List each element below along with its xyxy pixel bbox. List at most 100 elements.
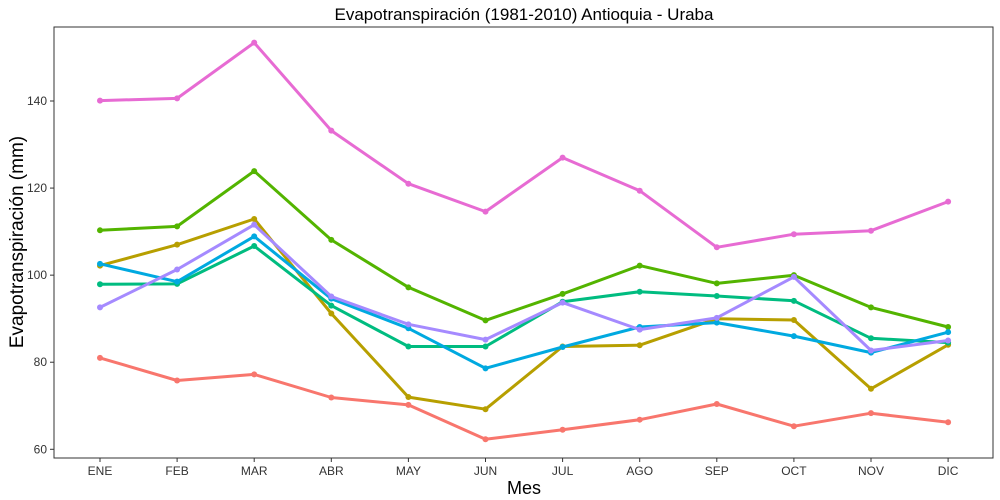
y-tick-label: 140 <box>27 94 47 108</box>
data-point <box>97 281 103 288</box>
data-point <box>97 354 103 361</box>
data-point <box>559 343 566 350</box>
data-point <box>328 236 335 243</box>
data-point <box>636 416 643 423</box>
x-tick-label: FEB <box>165 464 188 478</box>
series-6 <box>97 221 952 354</box>
y-tick-label: 80 <box>34 355 48 369</box>
data-point <box>328 127 335 134</box>
x-tick-label: JUL <box>552 464 574 478</box>
data-point <box>405 180 412 187</box>
data-point <box>559 154 566 161</box>
data-point <box>868 335 874 342</box>
data-point <box>713 293 720 300</box>
data-point <box>559 299 566 306</box>
x-tick-label: AGO <box>626 464 653 478</box>
data-point <box>174 241 181 248</box>
data-point <box>636 342 643 349</box>
data-point <box>251 221 258 228</box>
data-point <box>97 260 103 267</box>
series-5 <box>97 233 952 372</box>
data-point <box>945 323 952 330</box>
data-point <box>790 333 797 340</box>
x-tick-label: ENE <box>88 464 113 478</box>
data-point <box>328 293 335 300</box>
x-tick-label: JUN <box>474 464 497 478</box>
data-point <box>945 329 952 336</box>
data-point <box>405 321 412 328</box>
series-line <box>99 41 949 249</box>
data-point <box>174 95 181 102</box>
series-3 <box>97 168 952 330</box>
data-point <box>636 326 643 333</box>
y-tick-label: 100 <box>27 268 47 282</box>
y-tick-label: 60 <box>34 442 48 456</box>
data-point <box>559 290 566 297</box>
data-point <box>636 187 643 194</box>
data-point <box>945 198 952 205</box>
data-point <box>868 347 874 354</box>
data-point <box>945 419 952 426</box>
chart-title: Evapotranspiración (1981-2010) Antioquia… <box>335 5 715 24</box>
plot-frame <box>53 26 994 459</box>
data-point <box>482 436 489 443</box>
series-4 <box>97 242 952 350</box>
data-point <box>713 401 720 408</box>
data-point <box>174 266 181 273</box>
data-point <box>251 215 258 222</box>
x-tick-label: NOV <box>858 464 884 478</box>
series-layer <box>97 39 952 443</box>
series-line <box>99 217 949 411</box>
data-point <box>482 406 489 413</box>
data-point <box>713 244 720 251</box>
data-point <box>405 394 412 401</box>
data-point <box>174 377 181 384</box>
data-point <box>251 168 258 175</box>
series-line <box>99 356 949 441</box>
data-point <box>868 227 874 234</box>
data-point <box>636 262 643 269</box>
data-point <box>405 284 412 291</box>
data-point <box>868 385 874 392</box>
x-tick-label: DIC <box>938 464 959 478</box>
data-point <box>713 280 720 287</box>
data-point <box>713 319 720 326</box>
data-point <box>482 336 489 343</box>
data-point <box>482 317 489 324</box>
data-point <box>636 288 643 295</box>
series-7 <box>97 39 952 251</box>
x-tick-label: ABR <box>319 464 344 478</box>
data-point <box>559 426 566 433</box>
x-axis-title: Mes <box>507 478 541 498</box>
data-point <box>328 302 335 309</box>
data-point <box>482 208 489 215</box>
x-tick-label: SEP <box>705 464 729 478</box>
data-point <box>868 304 874 311</box>
series-line <box>99 223 949 352</box>
data-point <box>174 278 181 285</box>
data-point <box>713 314 720 321</box>
data-point <box>251 371 258 378</box>
series-1 <box>97 354 952 443</box>
y-axis: 60 80 100 120 140 <box>27 94 54 456</box>
data-point <box>328 310 335 317</box>
data-point <box>97 227 103 234</box>
data-point <box>405 401 412 408</box>
data-point <box>868 410 874 417</box>
data-point <box>97 304 103 311</box>
data-point <box>405 343 412 350</box>
data-point <box>790 231 797 238</box>
data-point <box>945 337 952 344</box>
data-point <box>482 343 489 350</box>
x-tick-label: MAR <box>241 464 268 478</box>
data-point <box>97 97 103 104</box>
x-tick-label: OCT <box>781 464 807 478</box>
data-point <box>790 297 797 304</box>
y-tick-label: 120 <box>27 181 47 195</box>
y-axis-title: Evapotranspiración (mm) <box>7 136 28 348</box>
x-tick-label: MAY <box>396 464 421 478</box>
series-line <box>99 234 949 370</box>
series-line <box>99 169 949 329</box>
x-axis: ENE FEB MAR ABR MAY JUN JUL AGO SEP OCT NOV DIC <box>88 458 959 478</box>
